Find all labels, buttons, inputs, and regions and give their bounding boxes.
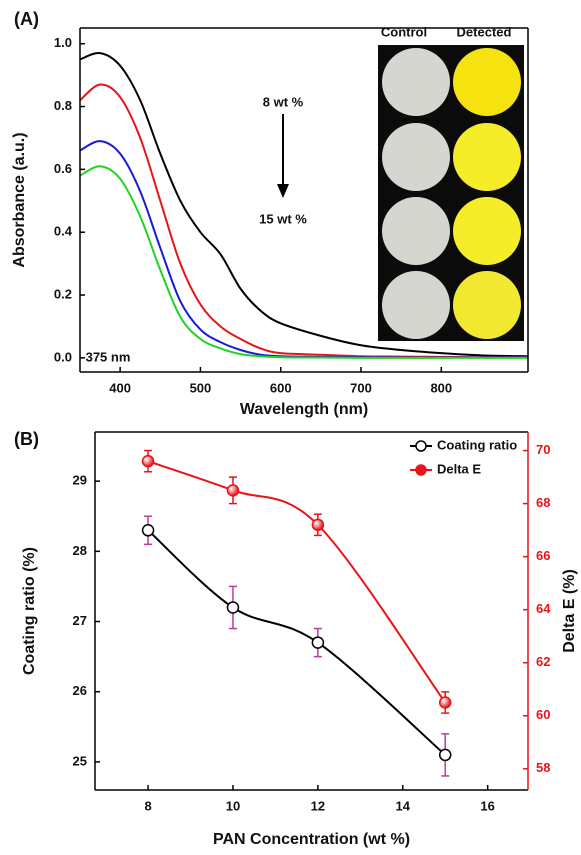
detected-spot (453, 271, 521, 339)
x-tick-label: 10 (226, 798, 240, 813)
x-axis-title: PAN Concentration (wt %) (213, 831, 410, 848)
data-point (226, 601, 240, 614)
data-point (438, 748, 452, 762)
annotation: 8 wt % (263, 94, 304, 109)
x-tick-label: 600 (270, 380, 292, 395)
y2-tick-label: 64 (536, 601, 551, 616)
legend-marker (415, 464, 427, 476)
x-tick-label: 500 (190, 380, 212, 395)
y-tick-label: 25 (73, 753, 87, 768)
arrow-head (277, 184, 289, 198)
panel-label: (B) (14, 429, 39, 449)
x-tick-label: 400 (109, 380, 131, 395)
y-tick-label: 0.6 (54, 161, 72, 176)
x-tick-label: 700 (350, 380, 372, 395)
y-tick-label: 0.8 (54, 98, 72, 113)
control-spot (382, 48, 450, 116)
y-tick-label: 0.4 (54, 224, 73, 239)
data-line (79, 52, 529, 358)
data-line (79, 165, 528, 359)
control-spot (382, 197, 450, 265)
y2-tick-label: 70 (536, 442, 550, 457)
y2-tick-label: 60 (536, 707, 550, 722)
annotation: Control (381, 24, 427, 39)
y-axis-title: Coating ratio (%) (21, 547, 38, 675)
data-point (438, 696, 452, 709)
detected-spot (453, 48, 521, 116)
y2-tick-label: 62 (536, 654, 550, 669)
annotation: 15 wt % (259, 211, 307, 226)
data-point (311, 518, 325, 532)
detected-spot (453, 197, 521, 265)
panel-label: (A) (14, 9, 39, 29)
y2-tick-label: 66 (536, 548, 550, 563)
x-tick-label: 14 (396, 798, 411, 813)
y-axis-title: Absorbance (a.u.) (11, 132, 28, 267)
y-tick-label: 26 (73, 683, 87, 698)
control-spot (382, 123, 450, 191)
annotation: 375 nm (86, 349, 131, 364)
y2-tick-label: 68 (536, 495, 550, 510)
x-tick-label: 12 (311, 798, 325, 813)
data-line (147, 460, 447, 704)
x-tick-label: 8 (144, 798, 151, 813)
y-tick-label: 29 (73, 473, 87, 488)
y2-tick-label: 58 (536, 760, 550, 775)
data-point (141, 524, 155, 537)
y-tick-label: 0.0 (54, 349, 72, 364)
y-tick-label: 27 (73, 613, 87, 628)
x-axis-title: Wavelength (nm) (240, 401, 368, 418)
data-point (226, 484, 240, 497)
legend-marker (415, 440, 427, 452)
y-tick-label: 0.2 (54, 286, 72, 301)
data-point (311, 636, 325, 649)
x-tick-label: 800 (430, 380, 452, 395)
control-spot (382, 271, 450, 339)
color-test-image (378, 45, 524, 341)
data-point (141, 454, 155, 468)
detected-spot (453, 123, 521, 191)
annotation: Detected (457, 24, 512, 39)
data-line (147, 529, 446, 756)
y-tick-label: 1.0 (54, 35, 72, 50)
legend-label: Delta E (437, 461, 481, 476)
x-tick-label: 16 (480, 798, 494, 813)
y2-axis-title: Delta E (%) (561, 569, 578, 653)
y-tick-label: 28 (73, 543, 87, 558)
legend-label: Coating ratio (437, 437, 517, 452)
